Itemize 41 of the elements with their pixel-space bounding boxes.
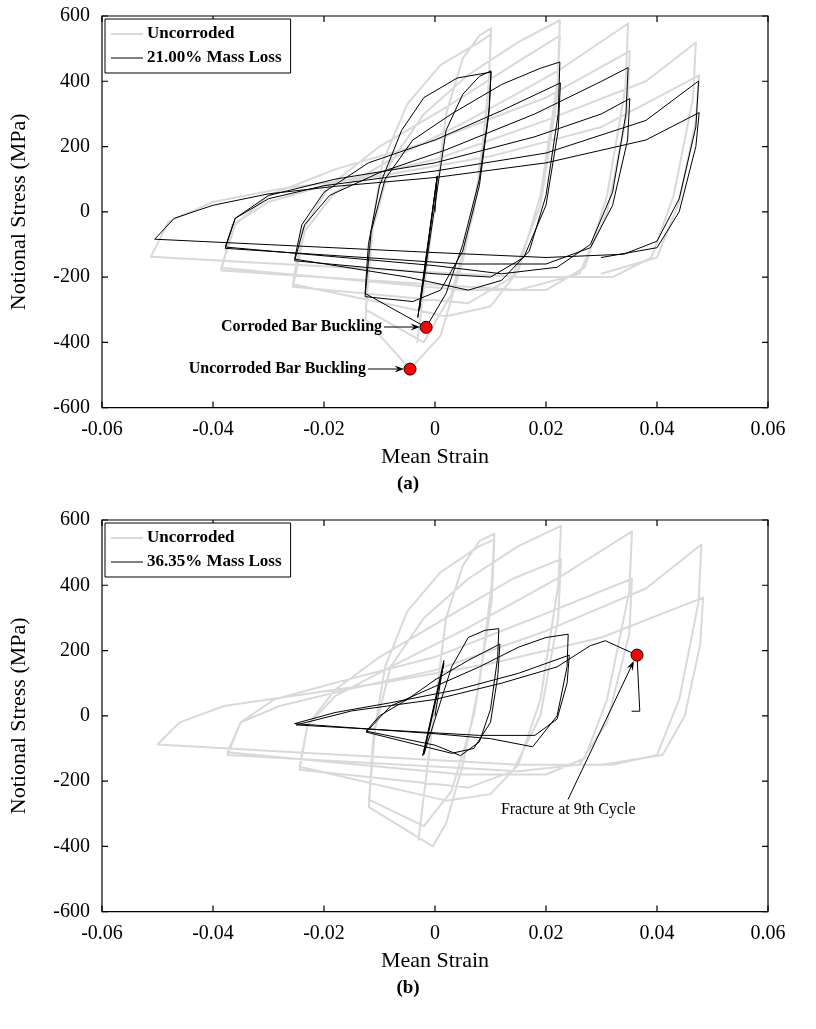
annotation: Corroded Bar Buckling: [220, 317, 383, 336]
x-tick-label: -0.02: [303, 416, 345, 439]
x-tick-label: 0.04: [639, 920, 675, 943]
y-tick-label: -400: [53, 833, 90, 856]
y-tick-label: -400: [53, 329, 90, 352]
y-axis-title: Notional Stress (MPa): [4, 113, 30, 311]
y-tick-label: 0: [80, 703, 90, 726]
y-tick-label: 600: [60, 507, 90, 530]
x-tick-label: 0.02: [528, 416, 564, 439]
legend-label: 36.35% Mass Loss: [147, 551, 282, 571]
x-tick-label: -0.06: [81, 416, 123, 439]
legend-label: Uncorroded: [147, 23, 236, 43]
x-tick-label: 0: [430, 920, 440, 943]
text: (a): [395, 471, 421, 495]
x-axis-title: Mean Strain: [380, 946, 490, 972]
x-tick-label: -0.02: [303, 920, 345, 943]
x-tick-label: 0.06: [750, 920, 786, 943]
x-tick-label: 0.04: [639, 416, 675, 439]
y-axis-title: Notional Stress (MPa): [4, 617, 30, 815]
x-tick-label: -0.04: [192, 920, 234, 943]
x-tick-label: 0.02: [528, 920, 564, 943]
y-tick-label: 0: [80, 199, 90, 222]
y-tick-label: 400: [60, 68, 90, 91]
annotation: Uncorroded Bar Buckling: [188, 359, 367, 378]
x-tick-label: -0.04: [192, 416, 234, 439]
annotation: Fracture at 9th Cycle: [500, 800, 636, 819]
legend-label: Uncorroded: [147, 527, 236, 547]
y-tick-label: -600: [53, 898, 90, 921]
legend-label: 21.00% Mass Loss: [147, 47, 282, 67]
x-axis-title: Mean Strain: [380, 442, 490, 468]
x-tick-label: -0.06: [81, 920, 123, 943]
y-tick-label: -200: [53, 264, 90, 287]
text: (b): [395, 975, 421, 999]
y-tick-label: -600: [53, 394, 90, 417]
y-tick-label: -200: [53, 768, 90, 791]
y-tick-label: 200: [60, 133, 90, 156]
x-tick-label: 0: [430, 416, 440, 439]
y-tick-label: 600: [60, 3, 90, 26]
y-tick-label: 200: [60, 637, 90, 660]
y-tick-label: 400: [60, 572, 90, 595]
x-tick-label: 0.06: [750, 416, 786, 439]
